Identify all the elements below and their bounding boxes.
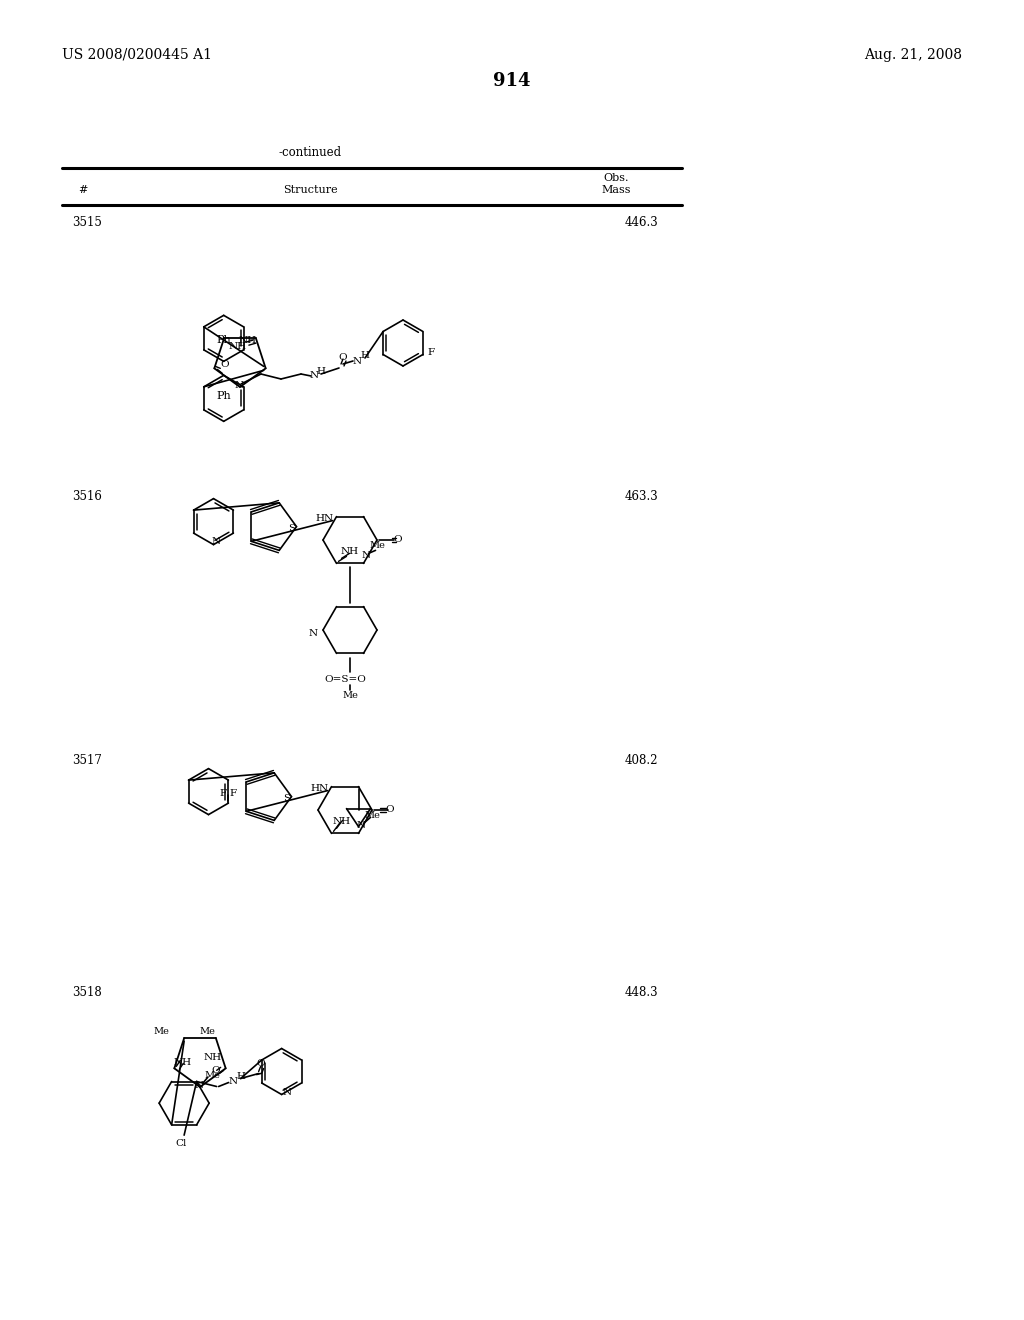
Text: Cl: Cl	[175, 1139, 186, 1147]
Text: Me: Me	[204, 1071, 220, 1080]
Text: O: O	[339, 352, 347, 362]
Text: N: N	[212, 537, 221, 546]
Text: N: N	[234, 381, 244, 391]
Text: 914: 914	[494, 73, 530, 90]
Text: NH: NH	[204, 1053, 222, 1061]
Text: O: O	[220, 360, 228, 368]
Text: 408.2: 408.2	[625, 754, 658, 767]
Text: S: S	[283, 795, 290, 803]
Text: F: F	[229, 788, 237, 797]
Text: Structure: Structure	[283, 185, 337, 195]
Text: -continued: -continued	[279, 147, 342, 160]
Text: O: O	[393, 536, 402, 544]
Text: N: N	[352, 356, 361, 366]
Text: Me: Me	[342, 690, 358, 700]
Text: 448.3: 448.3	[625, 986, 658, 998]
Text: NH: NH	[340, 546, 358, 556]
Text: Me: Me	[154, 1027, 169, 1036]
Text: 463.3: 463.3	[625, 491, 658, 503]
Text: N: N	[282, 1088, 291, 1097]
Text: Me: Me	[370, 541, 385, 550]
Text: HN: HN	[310, 784, 329, 793]
Text: NH: NH	[333, 817, 350, 826]
Text: 446.3: 446.3	[625, 215, 658, 228]
Text: O=S=O: O=S=O	[324, 675, 366, 684]
Text: O: O	[256, 1059, 265, 1068]
Text: 3515: 3515	[72, 215, 101, 228]
Text: 3518: 3518	[72, 986, 101, 998]
Text: H: H	[360, 351, 370, 360]
Text: S: S	[288, 524, 295, 533]
Text: Ph: Ph	[216, 391, 231, 401]
Text: NH: NH	[173, 1057, 191, 1067]
Text: Obs.: Obs.	[603, 173, 629, 183]
Text: N: N	[357, 821, 366, 830]
Text: #: #	[78, 185, 87, 195]
Text: NH: NH	[239, 335, 257, 345]
Text: F: F	[220, 788, 227, 797]
Text: H: H	[316, 367, 326, 375]
Text: N: N	[361, 550, 371, 560]
Text: NH: NH	[228, 342, 247, 351]
Text: US 2008/0200445 A1: US 2008/0200445 A1	[62, 48, 212, 62]
Text: N: N	[195, 1081, 204, 1089]
Text: H: H	[237, 1072, 245, 1081]
Text: HN: HN	[315, 513, 334, 523]
Text: Aug. 21, 2008: Aug. 21, 2008	[864, 48, 962, 62]
Text: N: N	[308, 628, 317, 638]
Text: 3517: 3517	[72, 754, 101, 767]
Text: O: O	[386, 805, 394, 814]
Text: Me: Me	[365, 810, 381, 820]
Text: O: O	[211, 1065, 220, 1074]
Text: 3516: 3516	[72, 491, 101, 503]
Text: Mass: Mass	[601, 185, 631, 195]
Text: F: F	[428, 348, 435, 356]
Text: Ph: Ph	[216, 335, 231, 346]
Text: N: N	[309, 371, 318, 380]
Text: Me: Me	[200, 1027, 215, 1036]
Text: N: N	[228, 1077, 238, 1086]
